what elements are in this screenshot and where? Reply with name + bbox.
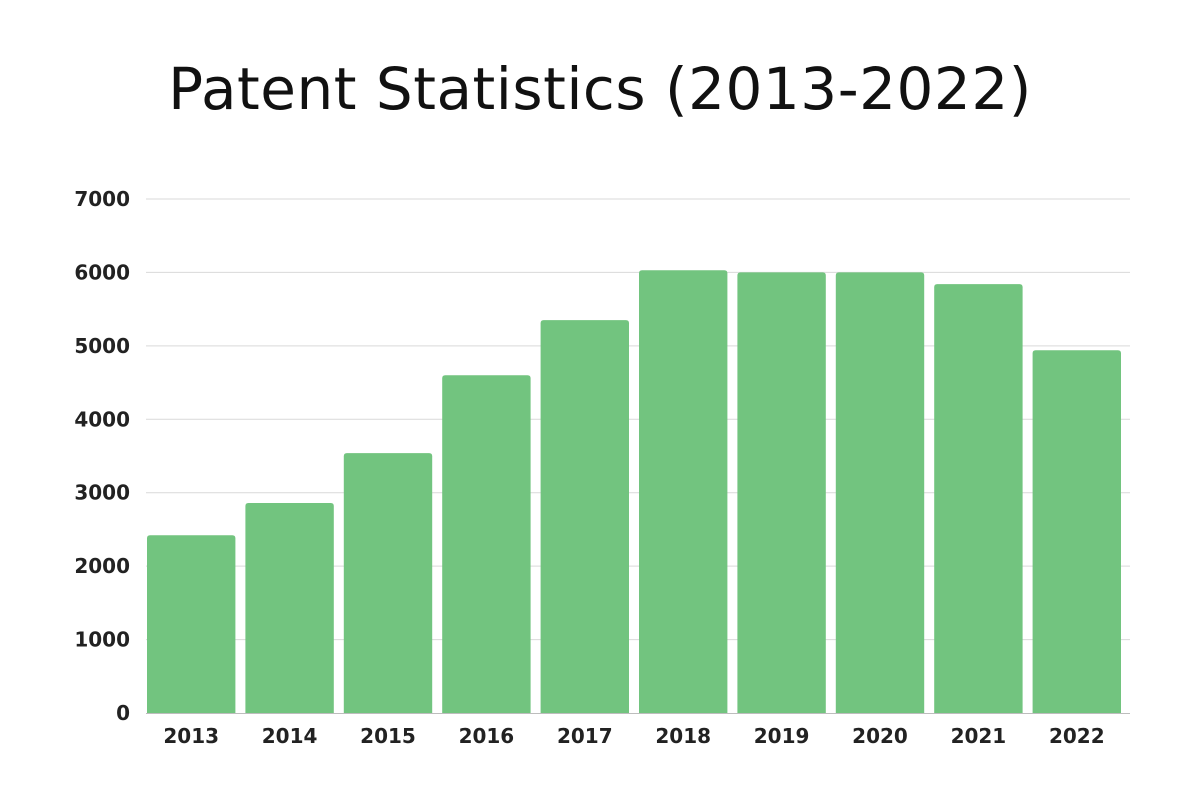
y-tick-label: 4000	[74, 407, 130, 431]
bar-2013	[147, 535, 236, 713]
bar-2019	[737, 272, 826, 713]
chart-title: Patent Statistics (2013-2022)	[168, 55, 1032, 123]
x-tick-label: 2021	[951, 724, 1007, 748]
x-tick-label: 2020	[852, 724, 908, 748]
x-tick-label: 2016	[459, 724, 515, 748]
bars	[147, 270, 1121, 713]
x-tick-label: 2019	[754, 724, 810, 748]
bar-2018	[639, 270, 728, 713]
y-tick-label: 1000	[74, 628, 130, 652]
x-tick-label: 2015	[360, 724, 416, 748]
y-tick-label: 2000	[74, 554, 130, 578]
y-tick-label: 3000	[74, 481, 130, 505]
y-tick-label: 5000	[74, 334, 130, 358]
x-tick-label: 2014	[262, 724, 318, 748]
y-tick-label: 7000	[74, 187, 130, 211]
bar-2016	[442, 375, 531, 713]
y-axis-ticks: 0 1000 2000 3000 4000 5000 6000 7000	[74, 187, 130, 725]
x-tick-label: 2017	[557, 724, 613, 748]
x-axis-ticks: 2013 2014 2015 2016 2017 2018 2019 2020 2021 2022	[163, 724, 1104, 748]
bar-2015	[343, 453, 433, 713]
x-tick-label: 2018	[655, 724, 711, 748]
bar-2014	[245, 502, 334, 713]
x-tick-label: 2013	[163, 724, 219, 748]
bar-2020	[835, 272, 925, 713]
bar-2021	[934, 284, 1023, 713]
bar-2022	[1032, 350, 1121, 713]
x-tick-label: 2022	[1049, 724, 1105, 748]
y-tick-label: 6000	[74, 260, 130, 284]
bar-2017	[540, 320, 629, 713]
y-tick-label: 0	[116, 701, 130, 725]
